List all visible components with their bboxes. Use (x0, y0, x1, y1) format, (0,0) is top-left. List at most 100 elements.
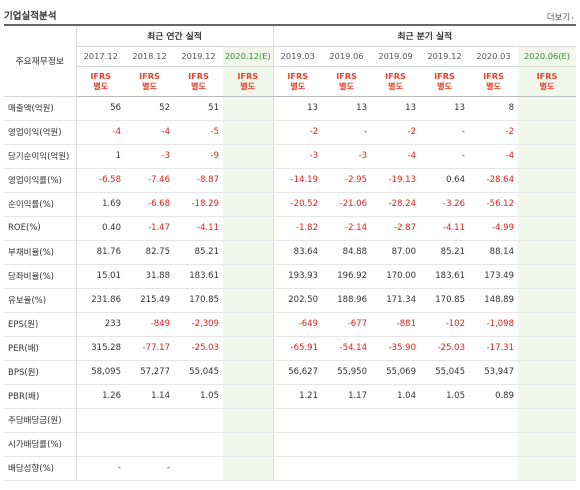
row-label: 영업이익(억원) (4, 120, 77, 145)
table-cell: 202.50 (272, 288, 322, 313)
table-cell: -2.95 (322, 168, 371, 193)
table-cell: 52 (125, 96, 174, 121)
table-cell (223, 192, 273, 217)
table-row: 매출액(억원) 56 52 51 13 13 13 13 8 (4, 96, 577, 121)
table-cell: -65.91 (272, 336, 322, 361)
table-cell: -2 (371, 120, 420, 145)
column-basis: IFRS 별도 (223, 66, 273, 97)
table-cell: -2,309 (174, 312, 223, 337)
table-cell (518, 216, 577, 241)
table-cell (518, 312, 577, 337)
section-title: 기업실적분석 (4, 11, 57, 22)
table-cell (223, 240, 273, 265)
table-cell: -54.14 (322, 336, 371, 361)
section-header: 기업실적분석 더보기› (4, 4, 576, 24)
table-cell: - (125, 456, 174, 481)
table-body: 매출액(억원) 56 52 51 13 13 13 13 8 영업이익(억원) -4 -4 -5 -2- -… (4, 96, 577, 481)
table-cell: -3 (125, 144, 174, 169)
table-cell (518, 384, 577, 409)
row-label: BPS(원) (4, 360, 77, 385)
column-period: 2019.12 (420, 46, 469, 67)
table-cell: -4.11 (420, 216, 469, 241)
table-row: ROE(%) 0.40 -1.47 -4.11 -1.82 -2.14 -2.87 -4.11… (4, 216, 577, 241)
table-cell: 173.49 (469, 264, 518, 289)
table-cell: 188.96 (322, 288, 371, 313)
row-label: EPS(원) (4, 312, 77, 337)
row-label: 영업이익률(%) (4, 168, 77, 193)
table-cell: -17.31 (469, 336, 518, 361)
row-label: PER(배) (4, 336, 77, 361)
column-basis: IFRS 별도 (76, 66, 125, 97)
table-cell: 170.85 (174, 288, 223, 313)
table-cell: -3.26 (420, 192, 469, 217)
table-row: 주당배당금(원) (4, 408, 577, 433)
table-cell: 15.01 (76, 264, 125, 289)
table-cell (371, 456, 420, 481)
table-cell (125, 432, 174, 457)
table-row: 순이익률(%) 1.69 -6.68 -18.29 -20.52 -21.06 -28.24… (4, 192, 577, 217)
table-cell: -2 (272, 120, 322, 145)
table-cell: -7.46 (125, 168, 174, 193)
table-cell (223, 264, 273, 289)
table-cell: -8.87 (174, 168, 223, 193)
chevron-right-icon: › (571, 14, 574, 22)
table-cell: -2.14 (322, 216, 371, 241)
table-cell (518, 144, 577, 169)
table-cell: 85.21 (420, 240, 469, 265)
table-cell: 84.88 (322, 240, 371, 265)
table-cell: 83.64 (272, 240, 322, 265)
table-cell: 13 (420, 96, 469, 121)
column-period: 2019.06 (322, 46, 371, 67)
table-cell: 170.00 (371, 264, 420, 289)
table-cell: 88.14 (469, 240, 518, 265)
table-cell: 1.05 (174, 384, 223, 409)
table-cell: 56 (76, 96, 125, 121)
table-cell: 171.34 (371, 288, 420, 313)
column-basis: IFRS 별도 (125, 66, 174, 97)
table-row: BPS(원) 58,095 57,277 55,045 56,627 55,950 55,0… (4, 360, 577, 385)
row-label: 당좌비율(%) (4, 264, 77, 289)
table-cell: -19.13 (371, 168, 420, 193)
row-header-label: 주요재무정보 (4, 24, 77, 97)
table-cell: - (420, 144, 469, 169)
table-cell (518, 336, 577, 361)
table-cell (272, 432, 322, 457)
table-cell: -4 (469, 144, 518, 169)
table-cell: 82.75 (125, 240, 174, 265)
column-period: 2017.12 (76, 46, 125, 67)
row-label: 유보율(%) (4, 288, 77, 313)
table-cell: 53,947 (469, 360, 518, 385)
row-label: 배당성향(%) (4, 456, 77, 481)
row-label: ROE(%) (4, 216, 77, 241)
table-cell: -4 (371, 144, 420, 169)
table-cell (272, 456, 322, 481)
more-link[interactable]: 더보기› (547, 11, 574, 23)
table-cell: 13 (322, 96, 371, 121)
more-label: 더보기 (546, 13, 571, 23)
table-cell: 183.61 (174, 264, 223, 289)
table-row: 영업이익률(%) -6.58 -7.46 -8.87 -14.19 -2.95 -19.13… (4, 168, 577, 193)
table-cell: -881 (371, 312, 420, 337)
column-basis: IFRS 별도 (371, 66, 420, 97)
table-cell (223, 384, 273, 409)
table-cell: 148.89 (469, 288, 518, 313)
table-cell: 13 (371, 96, 420, 121)
group-annual: 최근 연간 실적 (76, 24, 273, 47)
table-cell (518, 288, 577, 313)
table-cell (223, 216, 273, 241)
table-cell (174, 432, 223, 457)
table-cell (518, 192, 577, 217)
table-cell (322, 456, 371, 481)
column-basis: IFRS 별도 (174, 66, 223, 97)
table-cell: 1.14 (125, 384, 174, 409)
table-cell: - (420, 120, 469, 145)
table-cell: 315.28 (76, 336, 125, 361)
table-cell: -2 (469, 120, 518, 145)
financial-summary-table: 주요재무정보 최근 연간 실적 최근 분기 실적 2017.12 2018.12 2… (4, 24, 577, 481)
column-period: 2019.12 (174, 46, 223, 67)
table-row: 당기순이익(억원) 1 -3 -9 -3 -3 -4- -4 (4, 144, 577, 169)
table-row: PBR(배) 1.26 1.14 1.05 1.21 1.17 1.04 1.05 0.89 (4, 384, 577, 409)
table-cell: -849 (125, 312, 174, 337)
table-row: 시가배당률(%) (4, 432, 577, 457)
table-cell: 51 (174, 96, 223, 121)
